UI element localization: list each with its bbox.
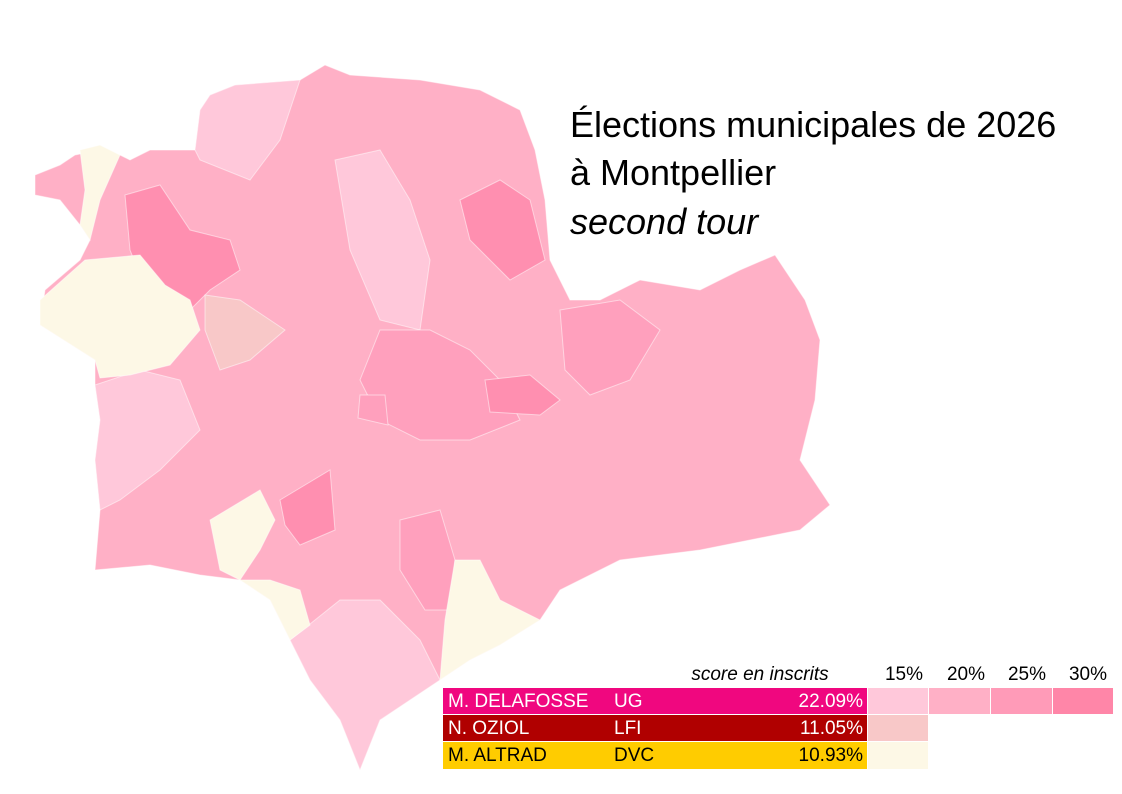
- scale-swatch: [991, 688, 1052, 714]
- district: [334, 149, 431, 331]
- district: [204, 294, 286, 371]
- scale-swatch: [929, 688, 990, 714]
- candidate-name: M. DELAFOSSE: [448, 691, 588, 712]
- scale-label: 25%: [1008, 664, 1046, 685]
- candidate-name: N. OZIOL: [448, 718, 529, 739]
- candidate-name: M. ALTRAD: [448, 745, 547, 766]
- scale-label: 20%: [947, 664, 985, 685]
- candidate-score: 10.93%: [799, 745, 864, 766]
- candidate-party: LFI: [614, 718, 641, 739]
- scale-swatch: [868, 742, 928, 769]
- candidate-row: [443, 715, 867, 741]
- scale-label: 30%: [1069, 664, 1107, 685]
- scale-swatch: [1053, 688, 1113, 714]
- map: [34, 64, 831, 772]
- legend: score en inscrits 15% 20% 25% 30% M. DEL…: [443, 664, 1113, 769]
- district: [79, 144, 121, 242]
- candidate-party: DVC: [614, 745, 654, 766]
- scale-swatch: [868, 715, 928, 741]
- district: [439, 559, 542, 681]
- scale-swatch: [868, 688, 928, 714]
- district: [39, 254, 201, 379]
- candidate-row: [443, 742, 867, 769]
- district: [357, 394, 389, 426]
- candidate-score: 11.05%: [800, 718, 863, 739]
- district: [209, 489, 276, 581]
- district: [559, 299, 661, 396]
- title-line: à Montpellier: [570, 152, 776, 193]
- candidate-row: [443, 688, 867, 714]
- candidate-score: 22.09%: [799, 691, 864, 712]
- scale-label: 15%: [885, 664, 923, 685]
- district: [194, 79, 301, 181]
- candidate-party: UG: [614, 691, 643, 712]
- district: [289, 599, 441, 772]
- title-line: Élections municipales de 2026: [570, 104, 1056, 145]
- district: [94, 369, 201, 511]
- title-subtitle: second tour: [570, 201, 760, 242]
- district: [459, 179, 546, 281]
- district: [238, 579, 311, 641]
- district: [279, 469, 336, 546]
- district: [484, 374, 561, 416]
- legend-caption: score en inscrits: [691, 664, 829, 685]
